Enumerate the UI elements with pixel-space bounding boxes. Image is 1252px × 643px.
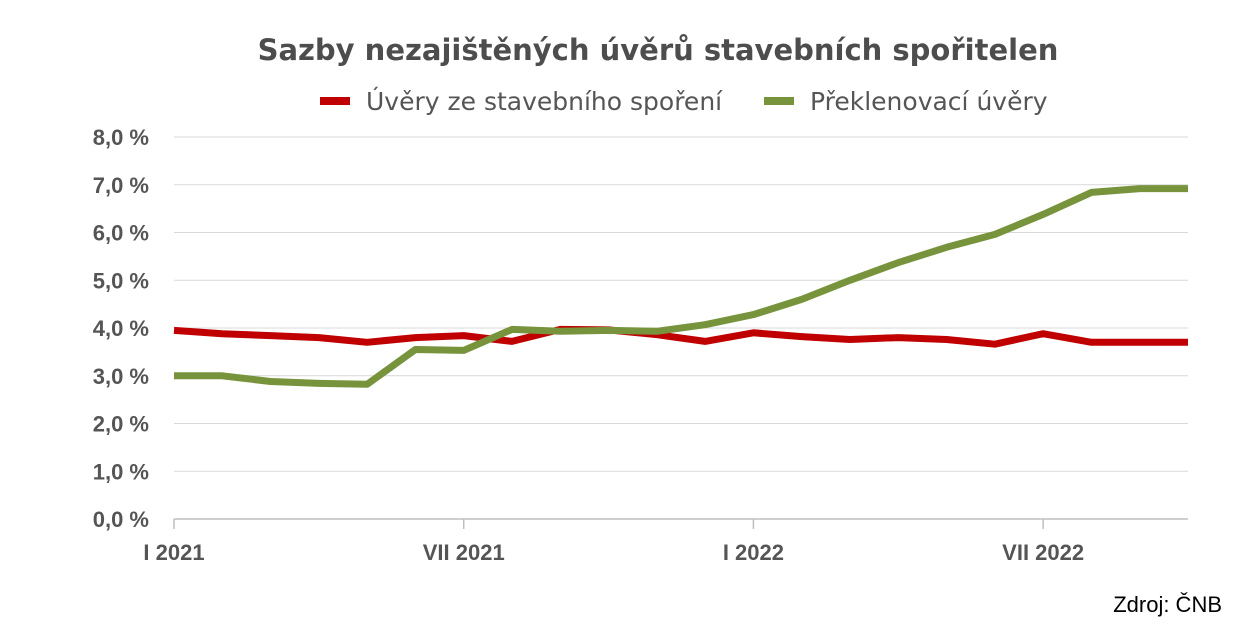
x-tick-label: VII 2021 (423, 540, 505, 565)
series-line-preklenovaci-uvery (174, 185, 1188, 388)
y-tick-label: 8,0 % (93, 125, 149, 150)
x-tick-label: I 2022 (723, 540, 784, 565)
y-tick-label: 7,0 % (93, 173, 149, 198)
y-tick-label: 3,0 % (93, 364, 149, 389)
y-tick-label: 1,0 % (93, 459, 149, 484)
chart-title: Sazby nezajištěných úvěrů stavebních spo… (258, 33, 1059, 67)
series-line-uvery-ze-stavebniho-sporeni (173, 325, 1188, 348)
x-tick-label: VII 2022 (1002, 540, 1084, 565)
x-axis: I 2021 VII 2021 I 2022 VII 2022 (143, 518, 1188, 565)
x-tick-label: I 2021 (143, 540, 204, 565)
legend-label-uvery-ze-stavebniho-sporeni: Úvěry ze stavebního spoření (366, 86, 723, 116)
y-tick-label: 4,0 % (93, 316, 149, 341)
y-tick-label: 0,0 % (93, 507, 149, 532)
legend-label-preklenovaci-uvery: Překlenovací úvěry (810, 87, 1048, 116)
legend: Úvěry ze stavebního spoření Překlenovací… (320, 86, 1048, 116)
source-note: Zdroj: ČNB (1113, 592, 1222, 617)
y-tick-label: 6,0 % (93, 221, 149, 246)
gridlines (174, 136, 1188, 472)
y-tick-label: 5,0 % (93, 268, 149, 293)
series-lines (173, 185, 1188, 388)
y-axis-ticks: 0,0 % 1,0 % 2,0 % 3,0 % 4,0 % 5,0 % 6,0 % 7,0 %… (93, 125, 149, 532)
y-tick-label: 2,0 % (93, 412, 149, 437)
